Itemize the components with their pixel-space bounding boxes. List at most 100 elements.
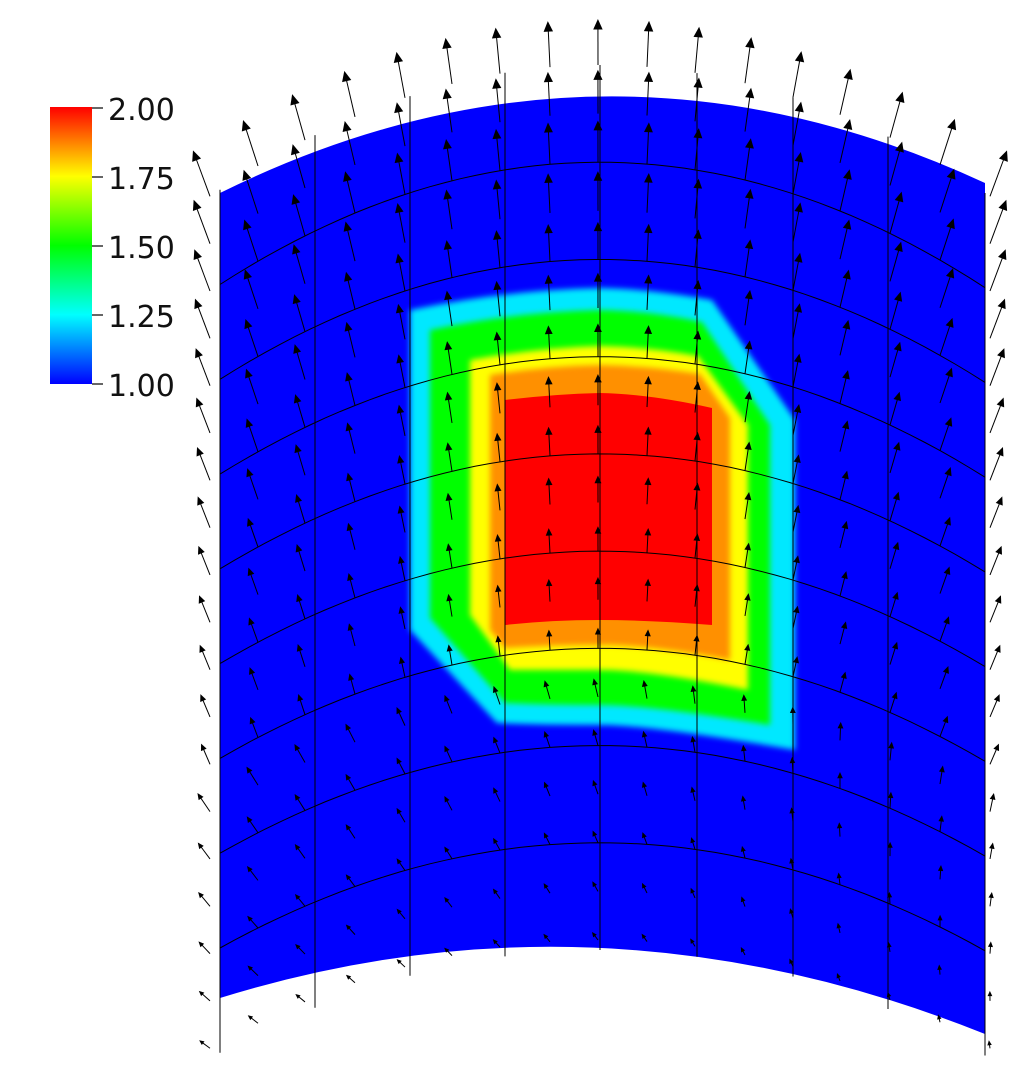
- vector-arrow: [690, 837, 696, 850]
- vector-arrow: [693, 128, 703, 170]
- vector-arrow: [396, 959, 406, 968]
- vector-arrow: [398, 555, 406, 581]
- vector-arrow: [792, 353, 802, 388]
- vector-arrow: [592, 729, 599, 746]
- vector-arrow: [493, 736, 501, 754]
- vector-arrow: [397, 505, 406, 533]
- vector-arrow: [886, 941, 892, 953]
- vector-arrow: [644, 274, 653, 310]
- vector-arrow: [593, 272, 602, 309]
- vector-arrow: [642, 882, 648, 894]
- vector-arrow: [989, 348, 1005, 386]
- vector-arrow: [887, 791, 894, 809]
- vector-arrow: [591, 932, 599, 941]
- vector-arrow: [792, 656, 799, 677]
- vector-arrow: [592, 881, 599, 892]
- vector-arrow: [242, 169, 259, 214]
- vector-arrow: [292, 244, 306, 284]
- vector-arrow: [544, 274, 553, 311]
- grid-line-horizontal: [219, 647, 986, 762]
- vector-arrow: [641, 680, 648, 699]
- vector-arrow: [939, 317, 954, 356]
- vector-arrow: [789, 706, 796, 726]
- vector-arrow: [641, 730, 648, 748]
- vector-arrow: [593, 171, 603, 211]
- vector-arrow: [543, 680, 551, 699]
- vector-arrow: [446, 644, 453, 666]
- vector-arrow: [939, 516, 951, 547]
- vector-arrow: [246, 766, 259, 786]
- vector-arrow: [741, 694, 748, 713]
- vector-arrow: [744, 289, 753, 326]
- vector-arrow: [396, 354, 406, 388]
- vector-arrow: [987, 1040, 992, 1049]
- vector-arrow: [396, 707, 406, 726]
- vector-arrow: [839, 319, 851, 356]
- vector-arrow: [889, 491, 900, 521]
- vector-arrow: [342, 70, 356, 117]
- vector-arrow: [543, 730, 551, 748]
- colorbar-label-max: 2.00: [108, 93, 175, 128]
- vector-arrow: [495, 635, 502, 657]
- vector-arrow: [199, 644, 211, 670]
- vector-arrow: [344, 321, 356, 358]
- vector-arrow: [594, 475, 602, 503]
- vector-arrow: [247, 915, 259, 929]
- vector-arrow: [693, 229, 702, 267]
- vector-arrow: [693, 482, 701, 510]
- vector-arrow: [643, 122, 653, 165]
- vector-arrow: [290, 94, 306, 141]
- vector-arrow: [243, 219, 259, 262]
- vector-arrow: [989, 545, 1002, 576]
- vector-arrow: [543, 883, 551, 894]
- vector-arrow: [643, 20, 654, 67]
- vector-arrow: [544, 173, 553, 213]
- vector-arrow: [395, 203, 406, 243]
- vector-arrow: [693, 330, 702, 365]
- colorbar-gradient: [50, 107, 92, 384]
- vector-arrow: [839, 68, 853, 115]
- vector-arrow: [644, 375, 652, 408]
- grid-line-horizontal: [219, 356, 986, 478]
- vector-arrow: [744, 390, 753, 423]
- vector-arrow: [294, 444, 306, 476]
- vector-arrow: [196, 446, 211, 481]
- vector-arrow: [249, 716, 259, 738]
- vector-arrow: [393, 51, 406, 98]
- vector-arrow: [744, 593, 751, 617]
- vector-arrow: [445, 492, 453, 520]
- vector-arrow: [989, 397, 1005, 434]
- vector-arrow: [247, 517, 259, 548]
- grid-line-horizontal: [219, 550, 986, 668]
- vector-arrow: [443, 138, 453, 181]
- vector-arrow: [693, 381, 701, 413]
- vector-arrow: [292, 294, 306, 332]
- vector-arrow: [444, 795, 453, 811]
- vector-arrow: [398, 656, 406, 678]
- vector-arrow: [789, 807, 795, 822]
- vector-arrow: [987, 990, 993, 1001]
- vector-arrow: [744, 441, 752, 471]
- vector-arrow: [294, 743, 306, 763]
- vector-arrow: [294, 893, 306, 907]
- vector-arrow: [792, 555, 800, 581]
- vector-arrow: [443, 189, 453, 230]
- vector-arrow: [989, 150, 1008, 197]
- vector-arrow: [492, 179, 502, 220]
- vector-arrow: [594, 576, 602, 600]
- vector-arrow: [592, 678, 599, 698]
- vector-arrow: [193, 249, 211, 292]
- vector-arrow: [295, 494, 306, 524]
- vector-arrow: [989, 496, 1003, 528]
- vector-arrow: [741, 744, 747, 762]
- vector-arrow: [989, 694, 1000, 718]
- vector-arrow: [248, 617, 259, 643]
- vector-arrow: [887, 891, 893, 905]
- vector-arrow: [792, 151, 804, 194]
- vector-arrow: [644, 527, 652, 553]
- vector-arrow: [347, 623, 356, 647]
- vector-arrow: [939, 168, 956, 213]
- vector-arrow: [593, 69, 603, 114]
- vector-arrow: [199, 1040, 211, 1049]
